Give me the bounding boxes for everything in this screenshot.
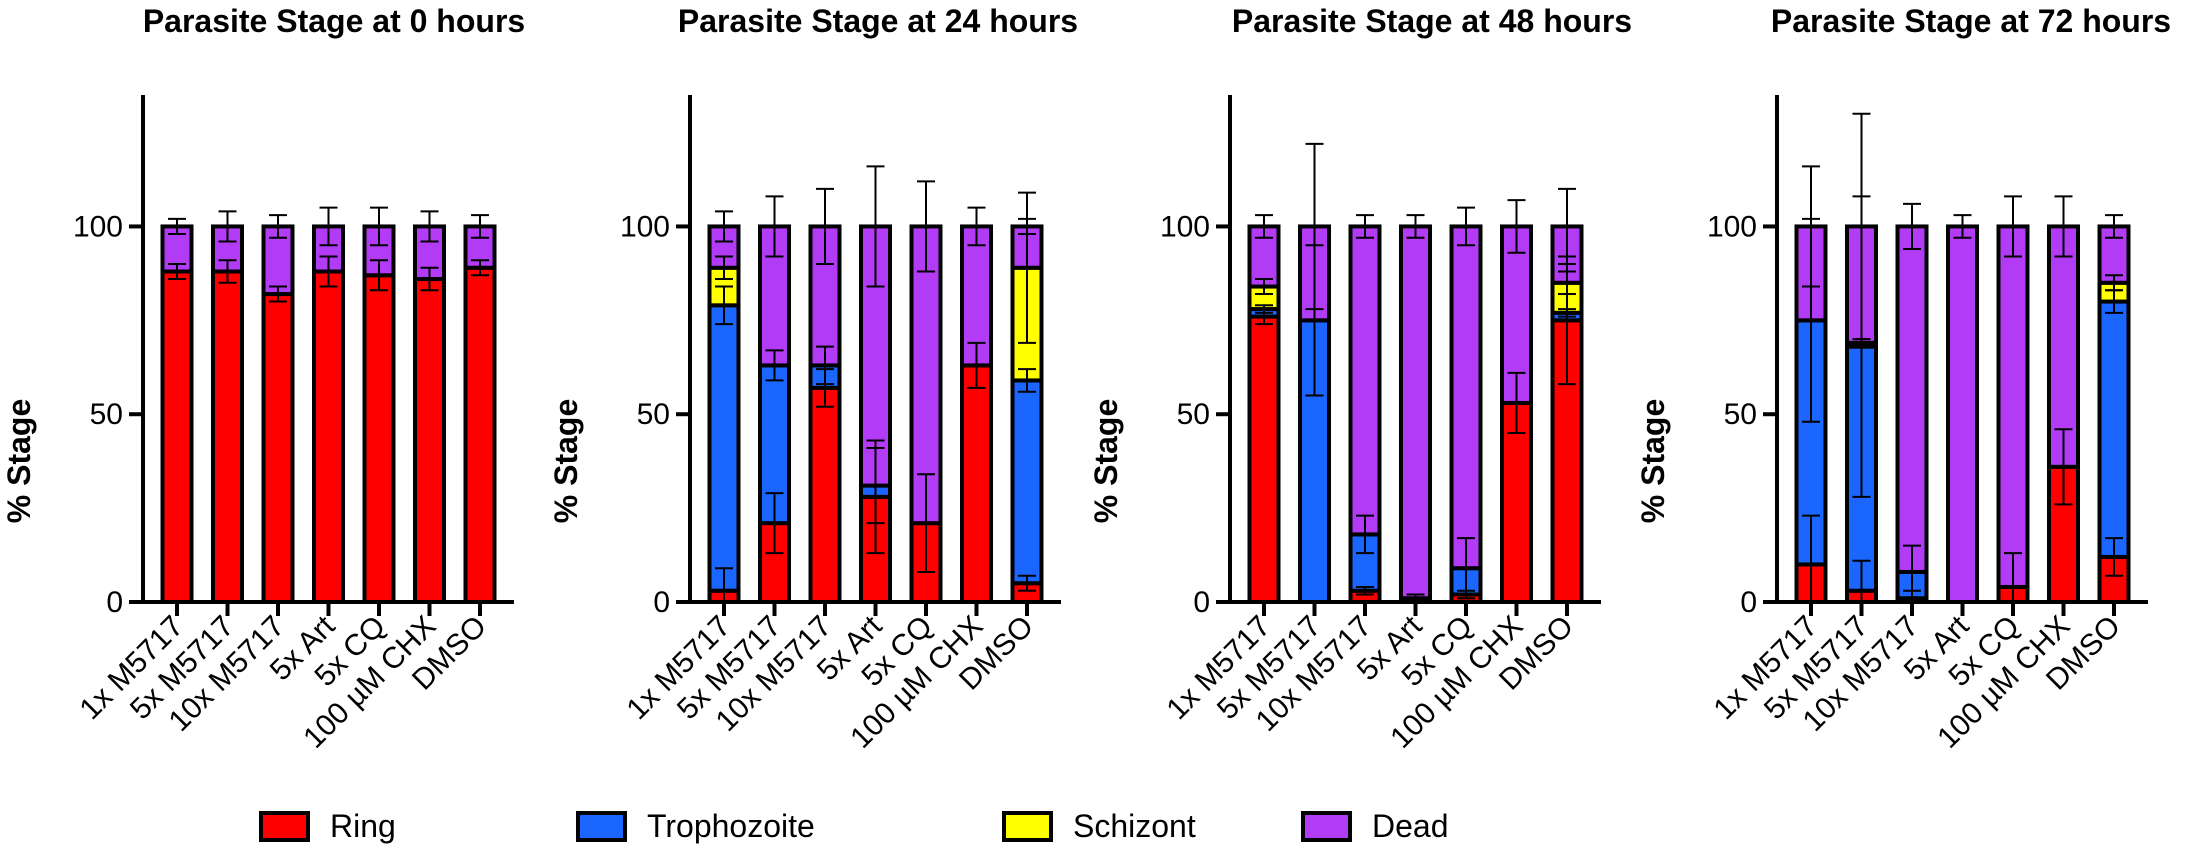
bar-dead xyxy=(1449,224,1483,571)
legend-swatch xyxy=(1002,811,1053,842)
bar-ring xyxy=(2097,554,2131,605)
y-tick-label: 0 xyxy=(1740,586,1757,619)
y-tick-label: 100 xyxy=(73,210,123,243)
bar-ring xyxy=(312,269,345,604)
panel-title: Parasite Stage at 48 hours xyxy=(1232,3,1632,39)
chart-panel-1: Parasite Stage at 24 hours % Stage 0 50 1001… xyxy=(548,3,1078,755)
y-tick-label: 100 xyxy=(1707,210,1757,243)
y-tick-label: 100 xyxy=(1160,210,1210,243)
legend-swatch xyxy=(259,811,310,842)
y-tick-label: 0 xyxy=(106,586,123,619)
panel-title: Parasite Stage at 72 hours xyxy=(1771,3,2171,39)
y-tick-label: 0 xyxy=(1193,586,1210,619)
bar-group-1x-m5717: 1x M5717 xyxy=(1160,214,1281,726)
bar-ring xyxy=(362,273,396,604)
bar-ring xyxy=(808,385,842,604)
bar-dead xyxy=(1895,224,1929,574)
y-tick-label: 50 xyxy=(1724,398,1757,431)
bar-ring xyxy=(463,265,497,604)
panel-title: Parasite Stage at 0 hours xyxy=(143,3,525,39)
chart-panels: Parasite Stage at 0 hours% Stage0501001x… xyxy=(1,3,2171,755)
bar-group-5x-cq: 5x CQ xyxy=(855,180,943,693)
bar-ring xyxy=(413,277,446,604)
y-tick-label: 50 xyxy=(1177,398,1210,431)
bar-ring xyxy=(160,269,194,604)
y-tick-label: 100 xyxy=(620,210,670,243)
bar-group-1x-m5717: 1x M5717 xyxy=(620,210,741,726)
y-axis-label: % Stage xyxy=(1088,399,1124,523)
legend-swatch xyxy=(1301,811,1352,842)
legend-label: Schizont xyxy=(1073,808,1196,844)
bar-trophozoite xyxy=(2097,299,2131,559)
bar-dead xyxy=(1946,224,1979,604)
bar-ring xyxy=(211,269,244,604)
bar-ring xyxy=(261,292,295,604)
bar-group-1x-m5717: 1x M5717 xyxy=(73,217,194,726)
legend-item-schizont: Schizont xyxy=(1002,808,1196,844)
y-tick-label: 0 xyxy=(653,586,670,619)
bar-ring xyxy=(960,363,993,604)
legend-swatch xyxy=(576,811,627,842)
bar-dead xyxy=(1996,224,2030,589)
legend: Ring Trophozoite Schizont Dead xyxy=(259,808,1449,844)
legend-item-dead: Dead xyxy=(1301,808,1449,844)
chart-panel-2: Parasite Stage at 48 hours % Stage 0 50 1001… xyxy=(1088,3,1632,755)
y-axis-label: % Stage xyxy=(1,399,37,523)
y-axis-label: % Stage xyxy=(1635,399,1671,523)
bar-dead xyxy=(1348,224,1382,537)
bar-trophozoite xyxy=(707,303,741,593)
panel-title: Parasite Stage at 24 hours xyxy=(678,3,1078,39)
legend-label: Trophozoite xyxy=(647,808,815,844)
y-tick-label: 50 xyxy=(90,398,123,431)
bar-ring xyxy=(1247,314,1281,604)
legend-label: Dead xyxy=(1372,808,1449,844)
chart-panel-0: Parasite Stage at 0 hours % Stage 0 50 1001x… xyxy=(1,3,525,755)
y-axis-label: % Stage xyxy=(548,399,584,523)
bar-group-1x-m5717: 1x M5717 xyxy=(1707,165,1828,726)
y-tick-label: 50 xyxy=(637,398,670,431)
legend-item-trophozoite: Trophozoite xyxy=(576,808,815,844)
bar-trophozoite xyxy=(1010,378,1044,586)
bar-dead xyxy=(1399,224,1432,601)
legend-label: Ring xyxy=(330,808,396,844)
legend-item-ring: Ring xyxy=(259,808,396,844)
chart-panel-3: Parasite Stage at 72 hours % Stage 0 50 1001… xyxy=(1635,3,2171,755)
bar-ring xyxy=(1500,400,1533,605)
